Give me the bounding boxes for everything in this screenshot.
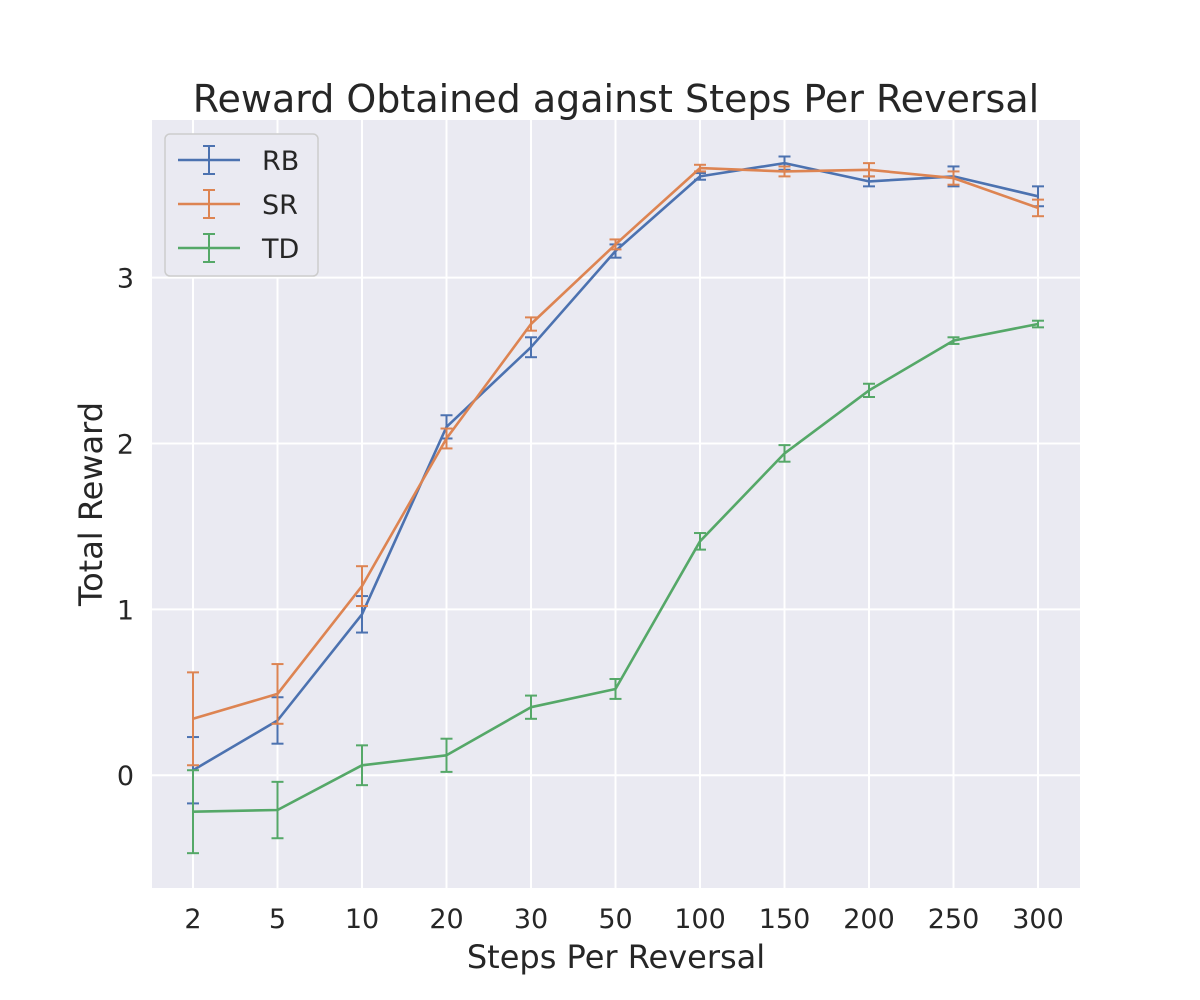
legend: RB SR TD [164, 133, 319, 277]
legend-label: RB [262, 146, 299, 177]
y-tick-label: 2 [117, 429, 134, 460]
tick-labels: 2 5 10 20 30 50 100 150 200 250 300 0 1 2 3 [117, 264, 1064, 935]
legend-label: TD [261, 234, 299, 265]
series-sr [187, 162, 1044, 767]
grid [152, 120, 1080, 888]
y-tick-label: 3 [117, 264, 134, 295]
chart-title: Reward Obtained against Steps Per Revers… [193, 77, 1039, 121]
legend-item-td: TD [178, 233, 299, 265]
legend-item-rb: RB [178, 145, 299, 177]
x-tick-label: 200 [843, 904, 895, 935]
x-tick-label: 20 [429, 904, 463, 935]
legend-box [164, 133, 319, 277]
y-tick-label: 0 [117, 761, 134, 792]
legend-label: SR [262, 190, 298, 221]
x-tick-label: 100 [674, 904, 726, 935]
x-tick-label: 10 [345, 904, 379, 935]
series-td [187, 319, 1044, 855]
x-tick-label: 5 [269, 904, 286, 935]
x-tick-label: 50 [598, 904, 632, 935]
x-tick-label: 300 [1012, 904, 1064, 935]
x-tick-label: 250 [928, 904, 980, 935]
x-axis-label: Steps Per Reversal [467, 938, 765, 976]
y-tick-label: 1 [117, 595, 134, 626]
y-axis-label: Total Reward [72, 402, 110, 607]
x-tick-label: 2 [184, 904, 201, 935]
x-tick-label: 30 [514, 904, 548, 935]
series-layer [187, 155, 1044, 855]
x-tick-label: 150 [759, 904, 811, 935]
legend-item-sr: SR [178, 189, 298, 221]
